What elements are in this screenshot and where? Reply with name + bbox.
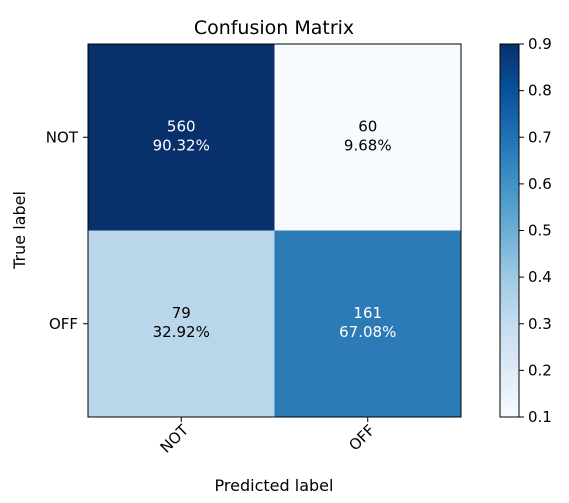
colorbar-tick-label: 0.4	[528, 268, 552, 286]
cell-count-label: 161	[353, 304, 382, 322]
colorbar-tick-label: 0.6	[528, 175, 552, 193]
colorbar-tick-label: 0.7	[528, 128, 552, 146]
colorbar-tick-label: 0.3	[528, 315, 552, 333]
colorbar-tick-label: 0.5	[528, 222, 552, 240]
cell-percent-label: 32.92%	[153, 323, 210, 341]
colorbar-tick-label: 0.8	[528, 82, 552, 100]
cell-percent-label: 9.68%	[344, 136, 392, 154]
matrix-cell-0-0	[88, 44, 275, 231]
x-ticks: NOT OFF	[157, 417, 379, 457]
colorbar-tick-label: 0.1	[528, 408, 552, 426]
cell-count-label: 79	[172, 304, 191, 322]
matrix-cell-1-1	[274, 230, 461, 417]
colorbar-tick-label: 0.2	[528, 361, 552, 379]
colorbar-tick-label: 0.9	[528, 35, 552, 53]
y-axis-label: True label	[10, 191, 29, 270]
y-ticks: NOT OFF	[46, 128, 88, 333]
x-tick-label: NOT	[157, 421, 193, 457]
colorbar-ticks: 0.1 0.2 0.3 0.4 0.5 0.6 0.7 0.8 0.9	[519, 35, 552, 426]
plot-frame	[87, 43, 462, 418]
colorbar	[499, 43, 520, 418]
cell-count-label: 560	[167, 117, 196, 135]
matrix-cell-0-1	[274, 44, 461, 231]
cell-count-label: 60	[358, 117, 377, 135]
x-tick-label: OFF	[345, 421, 378, 454]
matrix-cell-1-0	[88, 230, 275, 417]
x-axis-label: Predicted label	[215, 476, 334, 495]
y-tick-label: NOT	[46, 128, 79, 146]
y-tick-label: OFF	[49, 315, 78, 333]
cell-percent-label: 90.32%	[153, 136, 210, 154]
cell-percent-label: 67.08%	[339, 323, 396, 341]
chart-title: Confusion Matrix	[194, 17, 354, 39]
